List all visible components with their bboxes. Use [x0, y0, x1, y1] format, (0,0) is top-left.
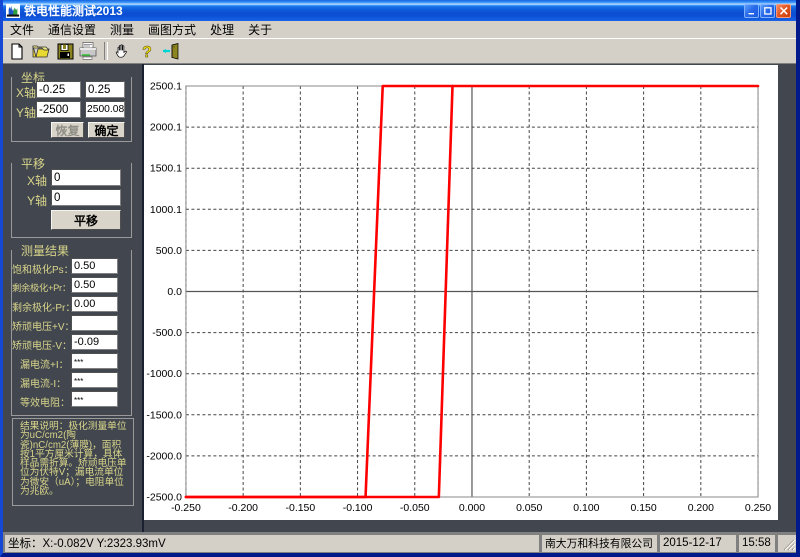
svg-text:2500.1: 2500.1: [150, 81, 182, 92]
svg-text:0.200: 0.200: [688, 503, 714, 514]
svg-text:-0.150: -0.150: [285, 503, 315, 514]
svg-text:0.100: 0.100: [573, 503, 599, 514]
svg-text:1000.1: 1000.1: [150, 205, 182, 216]
svg-text:0.150: 0.150: [630, 503, 656, 514]
svg-text:0.050: 0.050: [516, 503, 542, 514]
svg-text:-0.250: -0.250: [171, 503, 201, 514]
svg-text:0.250: 0.250: [745, 503, 771, 514]
svg-text:-0.050: -0.050: [400, 503, 430, 514]
svg-text:0.0: 0.0: [167, 287, 182, 298]
svg-text:-0.100: -0.100: [343, 503, 373, 514]
svg-text:-2500.0: -2500.0: [146, 492, 182, 503]
svg-text:1500.1: 1500.1: [150, 164, 182, 175]
svg-text:-0.200: -0.200: [228, 503, 258, 514]
svg-text:500.0: 500.0: [156, 246, 182, 257]
svg-text:2000.1: 2000.1: [150, 123, 182, 134]
svg-text:0.000: 0.000: [459, 503, 485, 514]
svg-text:-500.0: -500.0: [152, 328, 182, 339]
svg-text:-1000.0: -1000.0: [146, 369, 182, 380]
svg-text:?: ?: [142, 44, 152, 60]
svg-text:-2000.0: -2000.0: [146, 451, 182, 462]
svg-text:-1500.0: -1500.0: [146, 410, 182, 421]
